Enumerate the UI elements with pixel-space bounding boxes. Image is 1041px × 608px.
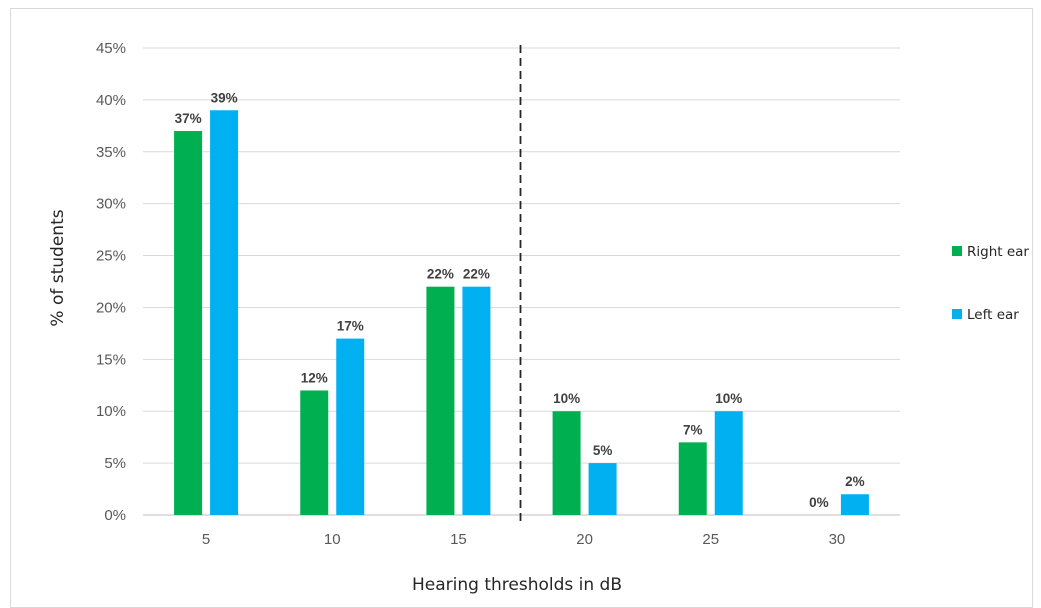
- bar-right-ear: [174, 131, 203, 515]
- x-axis-title: Hearing thresholds in dB: [412, 575, 622, 595]
- bar-right-ear: [678, 442, 707, 515]
- y-tick-label: 25%: [96, 248, 126, 265]
- y-axis-ticks: 0% 5% 10% 15% 20% 25% 30% 35% 40% 45%: [96, 40, 126, 524]
- legend-swatch: [952, 309, 962, 319]
- x-tick-label: 15: [450, 531, 467, 548]
- data-label: 5%: [593, 443, 613, 458]
- legend-swatch: [952, 246, 962, 256]
- bar-left-ear: [588, 463, 617, 515]
- gridlines: [143, 47, 900, 516]
- data-label: 2%: [845, 474, 865, 489]
- bar-left-ear: [462, 286, 491, 515]
- y-tick-label: 15%: [96, 351, 126, 368]
- bar-left-ear: [714, 411, 743, 515]
- data-label: 17%: [337, 319, 364, 334]
- bar-right-ear: [300, 390, 329, 515]
- y-tick-label: 35%: [96, 144, 126, 161]
- x-axis-ticks: 5 10 15 20 25 30: [202, 531, 845, 548]
- x-tick-label: 10: [324, 531, 341, 548]
- data-label: 10%: [715, 391, 742, 406]
- x-tick-label: 20: [576, 531, 593, 548]
- data-labels: 37% 39% 12% 17% 22% 22% 10% 5% 7% 10% 0% 2%: [175, 90, 865, 510]
- y-tick-label: 5%: [104, 455, 126, 472]
- x-tick-label: 5: [202, 531, 210, 548]
- y-tick-label: 10%: [96, 403, 126, 420]
- data-label: 22%: [463, 267, 490, 282]
- x-tick-label: 30: [829, 531, 846, 548]
- bar-left-ear: [210, 110, 239, 516]
- bars: [174, 110, 869, 516]
- y-tick-label: 45%: [96, 40, 126, 57]
- bar-right-ear: [552, 411, 581, 515]
- legend-label: Right ear: [967, 244, 1029, 260]
- data-label: 0%: [809, 495, 829, 510]
- y-tick-label: 30%: [96, 196, 126, 213]
- bar-right-ear: [426, 286, 455, 515]
- y-tick-label: 20%: [96, 299, 126, 316]
- y-axis-title: % of students: [48, 209, 68, 326]
- legend-label: Left ear: [967, 307, 1019, 323]
- legend: Right ear Left ear: [952, 244, 1029, 323]
- data-label: 12%: [301, 370, 328, 385]
- data-label: 7%: [683, 422, 703, 437]
- data-label: 10%: [553, 391, 580, 406]
- data-label: 37%: [175, 111, 202, 126]
- data-label: 39%: [211, 90, 238, 105]
- y-tick-label: 40%: [96, 92, 126, 109]
- bar-left-ear: [840, 494, 869, 515]
- data-label: 22%: [427, 267, 454, 282]
- bar-left-ear: [336, 338, 365, 515]
- y-tick-label: 0%: [104, 507, 126, 524]
- x-tick-label: 25: [702, 531, 719, 548]
